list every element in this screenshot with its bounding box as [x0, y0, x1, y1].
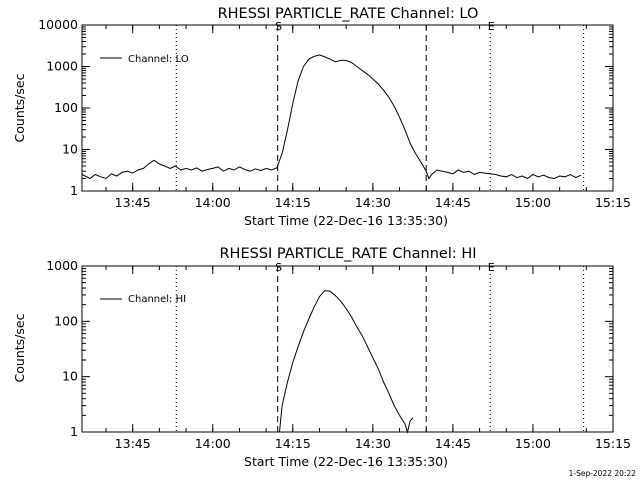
lo-legend-label: Channel: LO — [128, 54, 189, 65]
hi-y-tick-label: 10 — [62, 369, 78, 384]
footer-timestamp: 1-Sep-2022 20:22 — [569, 469, 637, 478]
lo-y-tick-label: 10 — [62, 142, 78, 157]
lo-y-tick-label: 1000 — [46, 59, 78, 74]
hi-marker-label: E — [488, 261, 495, 274]
lo-x-tick-label: 14:30 — [355, 195, 391, 210]
hi-marker-label: S — [275, 261, 282, 274]
lo-x-tick-label: 13:45 — [115, 195, 151, 210]
lo-y-tick-label: 10000 — [38, 17, 78, 32]
hi-y-tick-label: 1 — [70, 424, 78, 439]
lo-y-axis-label: Counts/sec — [12, 73, 27, 142]
hi-x-tick-label: 14:00 — [195, 436, 231, 451]
lo-channel-panel: RHESSI PARTICLE_RATE Channel: LO Start T… — [12, 6, 631, 228]
lo-y-tick-label: 100 — [54, 100, 78, 115]
lo-plot-frame — [81, 24, 614, 192]
hi-legend-label: Channel: HI — [128, 294, 186, 305]
hi-x-axis-label: Start Time (22-Dec-16 13:35:30) — [244, 454, 448, 469]
lo-chart-title: RHESSI PARTICLE_RATE Channel: LO — [218, 6, 479, 22]
hi-x-tick-label: 14:30 — [355, 436, 391, 451]
lo-x-tick-label: 15:15 — [595, 195, 631, 210]
hi-y-axis-label: Counts/sec — [12, 313, 27, 382]
hi-y-tick-label: 1000 — [46, 258, 78, 273]
lo-series-line — [81, 54, 582, 180]
hi-channel-panel: RHESSI PARTICLE_RATE Channel: HI Start T… — [12, 246, 631, 469]
lo-y-tick-label: 1 — [70, 183, 78, 198]
lo-x-tick-label: 14:15 — [275, 195, 311, 210]
hi-x-tick-label: 13:45 — [115, 436, 151, 451]
lo-x-tick-label: 14:45 — [435, 195, 471, 210]
hi-series-line — [279, 290, 414, 434]
hi-y-tick-label: 100 — [54, 313, 78, 328]
hi-x-tick-label: 15:15 — [595, 436, 631, 451]
hi-plot-frame — [81, 265, 614, 433]
hi-x-tick-label: 14:15 — [275, 436, 311, 451]
lo-marker-label: S — [275, 20, 282, 33]
hi-x-tick-label: 15:00 — [515, 436, 551, 451]
hi-chart-title: RHESSI PARTICLE_RATE Channel: HI — [219, 246, 476, 262]
lo-x-tick-label: 15:00 — [515, 195, 551, 210]
lo-x-axis-label: Start Time (22-Dec-16 13:35:30) — [244, 213, 448, 228]
lo-x-tick-label: 14:00 — [195, 195, 231, 210]
lo-marker-label: E — [488, 20, 495, 33]
hi-x-tick-label: 14:45 — [435, 436, 471, 451]
